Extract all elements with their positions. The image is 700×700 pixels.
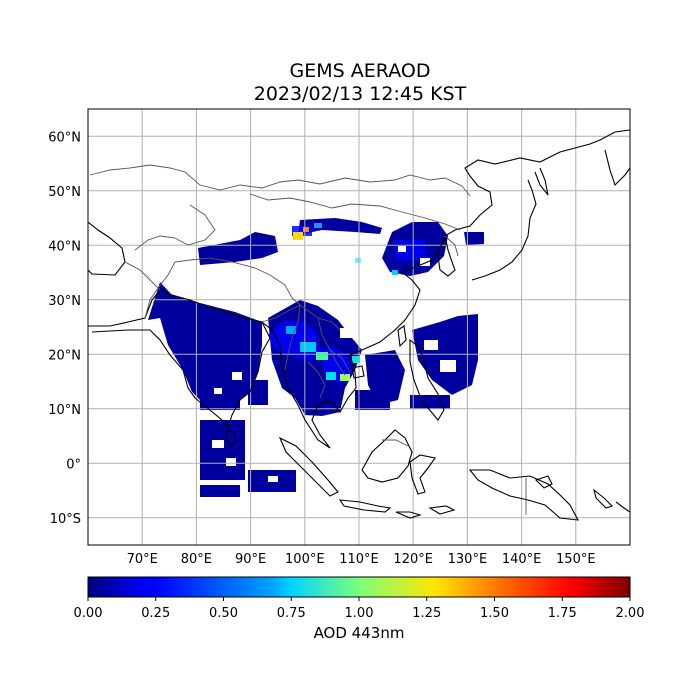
lat-tick-label: 30°N	[48, 294, 81, 309]
lon-tick-label: 140°E	[502, 552, 542, 567]
colorbar-tick-label: 1.50	[480, 606, 509, 621]
lon-tick-label: 100°E	[285, 552, 325, 567]
colorbar-tick-label: 2.00	[616, 606, 645, 621]
lon-tick-label: 150°E	[556, 552, 596, 567]
colorbar-label: AOD 443nm	[313, 624, 405, 642]
colorbar-tick-label: 1.75	[548, 606, 577, 621]
lat-tick-label: 10°N	[48, 403, 81, 418]
colorbar-tick-label: 0.50	[209, 606, 238, 621]
lon-tick-label: 90°E	[235, 552, 266, 567]
lon-tick-label: 130°E	[448, 552, 488, 567]
lat-tick-label: 40°N	[48, 239, 81, 254]
lon-tick-label: 70°E	[127, 552, 158, 567]
latitude-tick-labels: 60°N 50°N 40°N 30°N 20°N 10°N 0° 10°S	[48, 130, 81, 527]
coastlines	[88, 129, 630, 521]
lon-tick-label: 110°E	[339, 552, 379, 567]
plot-timestamp: 2023/02/13 12:45 KST	[253, 83, 467, 105]
colorbar-tick-label: 1.25	[412, 606, 441, 621]
colorbar-tick-label: 0.75	[277, 606, 306, 621]
colorbar-ticks: 0.00 0.25 0.50 0.75 1.00 1.25 1.50 1.75 2.00	[74, 597, 645, 621]
colorbar-tick-label: 0.00	[74, 606, 103, 621]
lat-tick-label: 50°N	[48, 185, 81, 200]
aod-data-layer	[148, 218, 484, 497]
plot-title: GEMS AERAOD	[289, 60, 431, 82]
longitude-tick-labels: 70°E 80°E 90°E 100°E 110°E 120°E 130°E 140°E 150…	[127, 552, 596, 567]
lon-tick-label: 80°E	[181, 552, 212, 567]
lat-tick-label: 0°	[66, 457, 81, 472]
colorbar-tick-label: 1.00	[345, 606, 374, 621]
gridlines	[88, 109, 630, 545]
colorbar-tick-label: 0.25	[141, 606, 170, 621]
map-frame	[87, 108, 631, 546]
lon-tick-label: 120°E	[393, 552, 433, 567]
lat-tick-label: 10°S	[50, 512, 81, 527]
country-borders	[89, 164, 527, 515]
lat-tick-label: 20°N	[48, 348, 81, 363]
lat-tick-label: 60°N	[48, 130, 81, 145]
colorbar	[87, 576, 631, 598]
